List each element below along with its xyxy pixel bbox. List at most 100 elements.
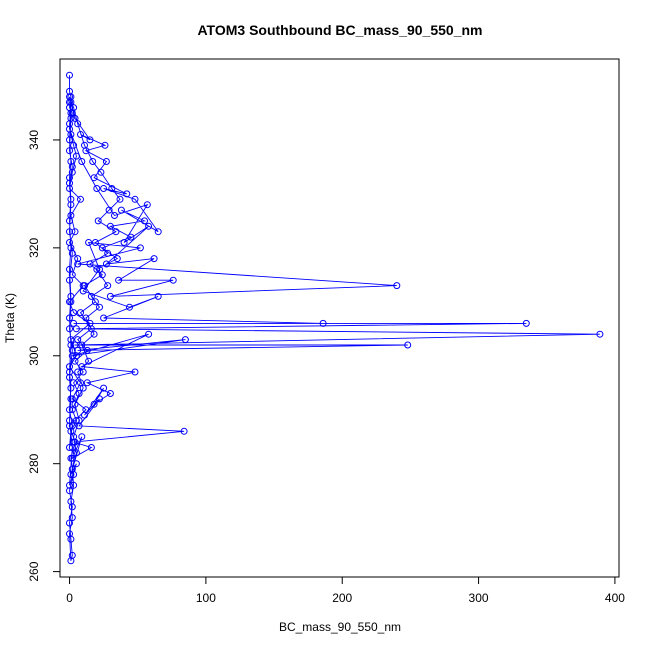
x-tick-label: 100 xyxy=(196,591,216,605)
data-point xyxy=(67,384,75,392)
data-point xyxy=(66,481,73,489)
data-point xyxy=(78,158,86,165)
data-point xyxy=(102,158,110,165)
data-point xyxy=(93,265,101,273)
data-point xyxy=(66,314,73,322)
data-point xyxy=(67,244,75,252)
data-point xyxy=(67,298,75,306)
data-point xyxy=(596,330,604,338)
data-point xyxy=(68,352,76,360)
data-point xyxy=(77,379,84,387)
data-point xyxy=(74,336,82,344)
data-point xyxy=(126,303,133,311)
data-point xyxy=(67,114,75,122)
data-point xyxy=(123,190,131,198)
data-point xyxy=(150,255,158,263)
data-point xyxy=(67,195,75,203)
data-point xyxy=(94,217,102,225)
data-point xyxy=(70,319,78,327)
data-point xyxy=(90,400,98,408)
data-point xyxy=(102,260,110,268)
data-point xyxy=(522,319,530,327)
data-point xyxy=(111,212,118,219)
data-point xyxy=(66,265,73,273)
data-point xyxy=(66,228,73,236)
data-point xyxy=(71,357,79,365)
data-point xyxy=(66,487,73,495)
data-point xyxy=(66,325,73,333)
data-point xyxy=(81,141,88,149)
data-point xyxy=(66,98,73,106)
y-tick-label: 260 xyxy=(27,561,41,581)
data-point xyxy=(70,379,78,387)
data-point xyxy=(86,136,94,144)
data-point xyxy=(70,141,78,149)
data-point xyxy=(66,179,73,187)
data-point xyxy=(98,244,106,252)
data-point xyxy=(70,433,78,441)
data-point xyxy=(71,114,79,122)
data-point xyxy=(98,271,106,279)
y-tick-label: 320 xyxy=(27,238,41,258)
data-point xyxy=(77,131,84,138)
data-point xyxy=(68,444,76,451)
data-point xyxy=(68,271,76,279)
data-point xyxy=(112,228,120,236)
data-point xyxy=(66,136,73,144)
data-point xyxy=(70,104,78,112)
data-point xyxy=(74,120,82,128)
data-point xyxy=(75,422,83,430)
data-point xyxy=(71,400,79,408)
data-point xyxy=(72,417,80,424)
data-point xyxy=(74,260,82,268)
data-point xyxy=(74,255,82,263)
data-point xyxy=(71,341,79,349)
data-point xyxy=(81,411,88,419)
x-axis: 0 100 200 300 400 xyxy=(66,576,625,605)
y-tick-label: 280 xyxy=(27,453,41,473)
data-point xyxy=(70,309,78,317)
data-point xyxy=(68,406,76,414)
data-point xyxy=(66,93,73,101)
data-point xyxy=(67,109,75,117)
data-point xyxy=(79,384,87,392)
data-point xyxy=(319,319,327,327)
data-point xyxy=(68,454,76,462)
x-tick-label: 0 xyxy=(66,591,73,605)
data-point xyxy=(66,530,73,538)
data-point xyxy=(74,346,82,354)
data-point xyxy=(96,265,103,273)
data-point xyxy=(136,244,144,252)
data-point xyxy=(77,195,84,203)
data-point xyxy=(100,314,108,322)
data-point xyxy=(404,341,412,349)
data-point xyxy=(78,433,86,441)
data-point xyxy=(85,239,93,246)
data-point xyxy=(66,406,73,414)
data-point xyxy=(145,330,153,338)
data-point xyxy=(67,395,75,403)
data-point xyxy=(100,384,108,392)
data-point xyxy=(66,373,73,381)
data-point xyxy=(66,276,73,284)
data-point xyxy=(143,201,151,209)
x-axis-label: BC_mass_90_550_nm xyxy=(279,620,401,634)
data-point xyxy=(89,158,97,165)
y-tick-label: 340 xyxy=(27,130,41,150)
data-point xyxy=(393,282,401,290)
data-point xyxy=(180,427,188,435)
data-point xyxy=(83,379,91,387)
data-point xyxy=(101,141,109,149)
series-line xyxy=(68,75,600,561)
data-point xyxy=(91,239,99,246)
data-point xyxy=(115,276,123,284)
data-point xyxy=(72,460,80,468)
data-point xyxy=(66,185,73,192)
data-point xyxy=(106,390,114,397)
data-point xyxy=(68,422,76,430)
data-point xyxy=(85,357,93,365)
data-point xyxy=(145,222,153,230)
data-point xyxy=(66,174,73,182)
data-point xyxy=(75,417,83,424)
data-point xyxy=(120,239,128,246)
